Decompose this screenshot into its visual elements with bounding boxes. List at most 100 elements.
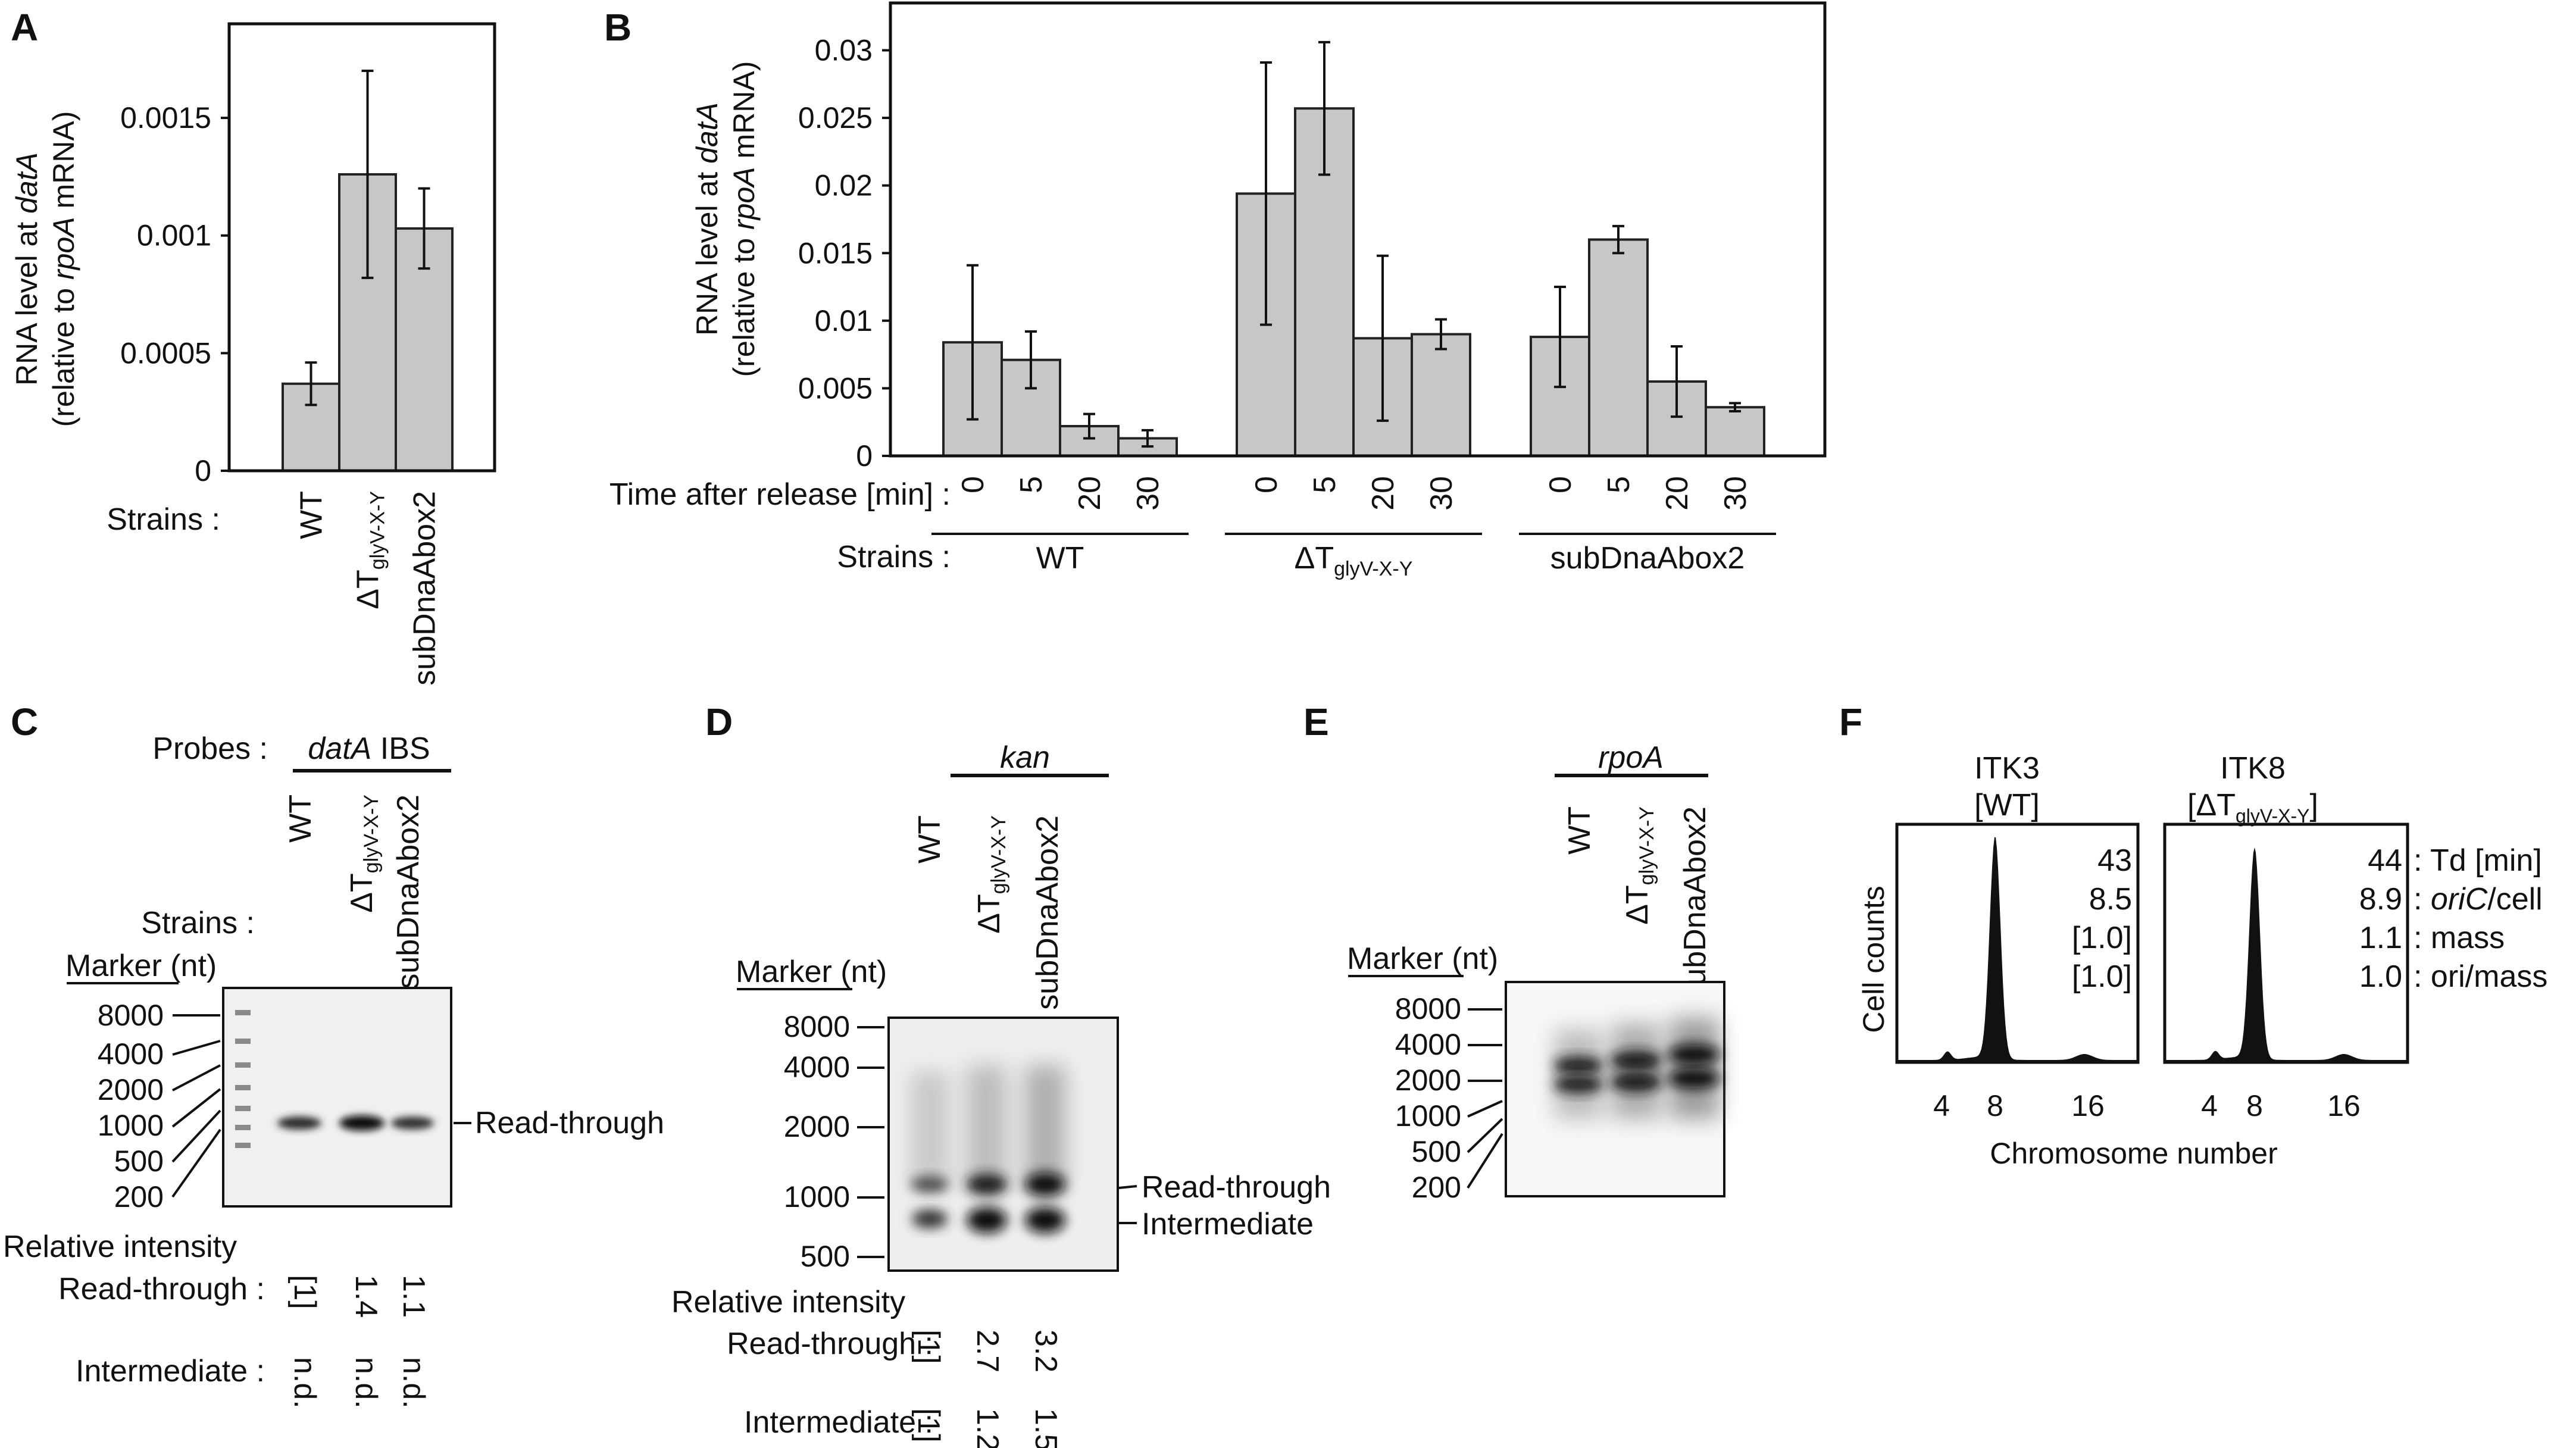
blotC-row-value: 1.1 (396, 1275, 431, 1318)
blotC-marker-size: 1000 (98, 1109, 164, 1142)
blotC-marker-tick (171, 1088, 221, 1128)
blotC-row-value: n.d. (287, 1357, 322, 1409)
chart-b-bar (1411, 333, 1471, 457)
blotD-row-value: [1] (911, 1408, 946, 1443)
chart-f-plot-2 (2163, 822, 2409, 1064)
chart-b-time-tick: 5 (1602, 476, 1636, 493)
chart-b-time-tick: 0 (1249, 476, 1284, 493)
chart-a-errorbar (361, 70, 374, 279)
chart-b-time-tick: 0 (1543, 476, 1578, 493)
blotC-marker-size: 8000 (98, 999, 164, 1032)
blot-c-gel (222, 987, 452, 1208)
chart-b: RNA level at datA (relative to rpoA mRNA… (609, 1, 1827, 580)
chart-f-stat-value: [1.0] (2072, 959, 2132, 994)
chart-a-xlabel: WT (295, 491, 329, 539)
blotC-lane-label: WT (283, 795, 318, 843)
blotD-row-value: 1.5 (1028, 1408, 1063, 1448)
chart-b-strains-label: Strains : (837, 540, 951, 574)
chart-a-ylabel-line1: RNA level at datA (10, 152, 43, 386)
blotC-marker-tick (171, 1128, 221, 1198)
chart-a-strains-label: Strains : (107, 502, 220, 537)
blotC-lane-label: subDnaAbox2 (391, 795, 426, 989)
chart-b-bar (1059, 425, 1120, 457)
blot-c: Probes : datA IBS Strains : Marker (nt) … (3, 731, 664, 1409)
chart-f-xtick: 4 (2201, 1089, 2218, 1122)
chart-f-stat-value: 8.5 (2089, 882, 2132, 917)
blotC-marker-size: 4000 (98, 1037, 164, 1071)
blot-d-band (1025, 1207, 1065, 1233)
blot-d-band-label-2: Intermediate (1142, 1207, 1314, 1241)
chart-a-ytick-label: 0.0015 (120, 101, 211, 135)
blot-d-band (967, 1207, 1007, 1233)
blot-d-band (912, 1209, 948, 1228)
chart-b-group-label: WT (1036, 541, 1084, 576)
chart-a-ytick-label: 0.0005 (120, 336, 211, 370)
chart-f-xtick: 4 (1933, 1089, 1950, 1122)
blot-c-band (339, 1115, 384, 1131)
blotC-marker-size: 2000 (98, 1073, 164, 1106)
chart-b-time-tick: 0 (956, 476, 990, 493)
chart-f-sample2-name: ITK8 (2220, 751, 2286, 786)
chart-b-errorbar (1612, 224, 1624, 255)
chart-b-errorbar (1025, 330, 1037, 390)
chart-f-stat-value: [1.0] (2072, 921, 2132, 955)
chart-f-stat-value: 44 (2368, 843, 2402, 878)
chart-b-time-tick: 20 (1660, 476, 1695, 511)
chart-b-ytick-label: 0.03 (815, 34, 873, 67)
blotD-row-value: 1.2 (970, 1408, 1005, 1448)
chart-a-errorbar (418, 187, 430, 270)
chart-b-time-tick: 30 (1718, 476, 1753, 511)
chart-f-xtick: 8 (1987, 1089, 2003, 1122)
blotE-marker-size: 2000 (1395, 1064, 1461, 1097)
blotD-lane-label: subDnaAbox2 (1030, 815, 1065, 1010)
chart-b-ytick-label: 0.02 (815, 169, 873, 202)
blotD-row-label: Intermediate : (744, 1405, 933, 1440)
blotC-row-label: Intermediate : (76, 1354, 265, 1388)
blotE-marker-tick (1467, 1133, 1503, 1189)
blot-d-band (1025, 1172, 1065, 1196)
chart-f-stat-label: : ori/mass (2414, 959, 2547, 994)
chart-f-xtick: 16 (2071, 1089, 2105, 1122)
chart-b-time-tick: 30 (1424, 476, 1459, 511)
chart-b-errorbar (1260, 61, 1272, 326)
blotE-lane-label: WT (1562, 806, 1597, 855)
blotD-marker-size: 8000 (784, 1010, 850, 1043)
chart-f: Cell counts ITK3 [WT] ITK8 [ΔTglyV-X-Y] … (1857, 751, 2547, 1170)
chart-b-ytick-label: 0.005 (798, 371, 873, 405)
blot-d-band (967, 1174, 1007, 1195)
chart-b-bar (1588, 238, 1649, 457)
blot-c-ladder (235, 1010, 251, 1148)
chart-b-ytick-label: 0.015 (798, 236, 873, 270)
chart-b-ytick-label: 0.025 (798, 101, 873, 135)
chart-f-stat-value: 1.1 (2359, 921, 2402, 955)
chart-a: RNA level at datA (relative to rpoA mRNA… (10, 22, 496, 686)
blotC-marker-tick (171, 1109, 221, 1163)
chart-f-xtick: 16 (2327, 1089, 2361, 1122)
chart-b-errorbar (967, 264, 978, 421)
blotE-marker-size: 4000 (1395, 1028, 1461, 1061)
chart-b-errorbar (1318, 40, 1330, 176)
blot-c-band (391, 1117, 434, 1130)
chart-f-stat-value: 1.0 (2359, 959, 2402, 994)
blot-d-probe-name: kan (1000, 740, 1050, 775)
blot-c-probe-name: datA IBS (308, 731, 430, 766)
blotE-lane-label: ΔTglyV-X-Y (1620, 806, 1658, 925)
blot-e: rpoA Marker (nt) WT ΔTglyV-X-Y subDnaAbox2… (1347, 740, 1725, 1204)
blotC-marker-size: 500 (114, 1144, 164, 1178)
blotC-row-value: n.d. (349, 1357, 383, 1409)
blot-e-band (1610, 1051, 1662, 1070)
chart-a-ylabel-line2: (relative to rpoA mRNA) (47, 111, 80, 427)
chart-b-group-label: subDnaAbox2 (1550, 541, 1745, 576)
blotC-marker-tick (172, 1040, 221, 1056)
blotC-row-value: n.d. (396, 1357, 431, 1409)
panel-label-a: A (11, 6, 38, 49)
blotC-row-value: 1.4 (349, 1275, 383, 1318)
chart-a-ytick-label: 0.001 (137, 219, 211, 252)
chart-b-errorbar (1729, 402, 1741, 413)
blotD-lane-label: ΔTglyV-X-Y (972, 815, 1010, 934)
blotE-marker-size: 8000 (1395, 992, 1461, 1025)
chart-f-stat-label: : mass (2414, 921, 2505, 955)
chart-b-errorbar (1554, 286, 1566, 389)
chart-f-stat-label: : oriC/cell (2414, 882, 2543, 917)
